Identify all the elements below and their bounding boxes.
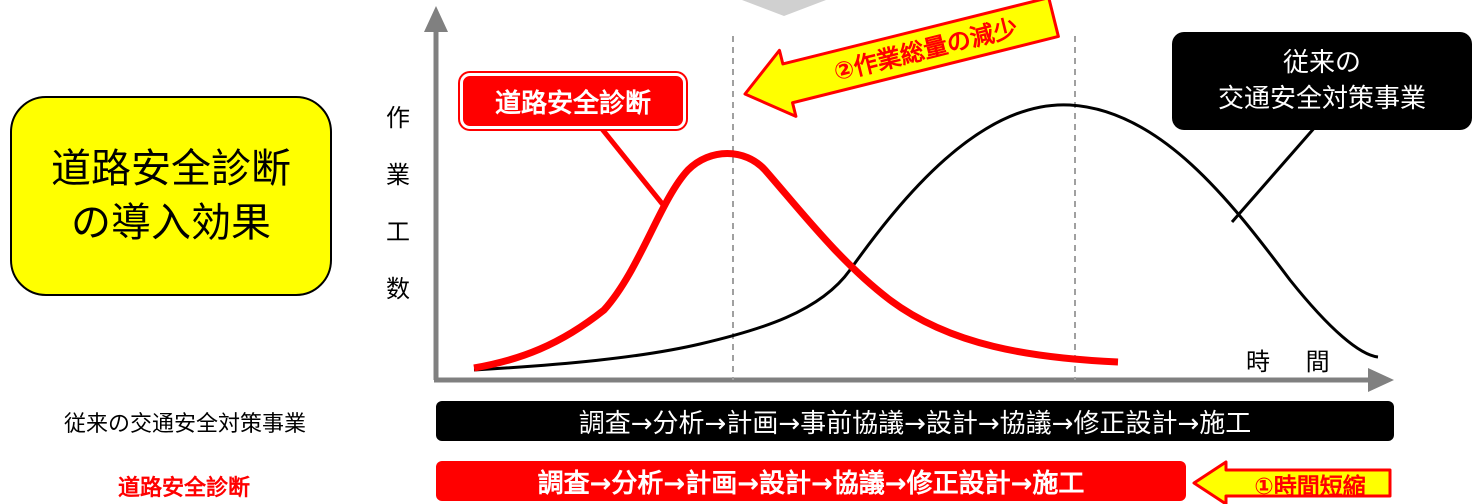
y-axis-label-char: 工 [386,218,410,246]
top-arrow-tip [742,0,826,16]
rsa-process-bar: 調査→分析→計画→設計→協議→修正設計→施工 [436,461,1186,501]
conventional-callout-line-2: 交通安全対策事業 [1217,84,1426,114]
x-axis-arrowhead [1368,368,1394,392]
title-line-1: 道路安全診断 [51,146,291,192]
y-axis-label-char: 作 [386,104,410,132]
y-axis-arrowhead [424,6,448,32]
rsa-callout-leader [596,122,666,208]
title-box: 道路安全診断 の導入効果 [10,96,332,296]
y-axis-label-char: 業 [386,161,410,189]
rsa-curve-callout: 道路安全診断 [460,73,686,129]
title-line-2: の導入効果 [71,200,271,246]
conventional-callout-leader [1230,125,1318,223]
x-axis-label: 時 間 [1246,348,1344,376]
conventional-process-label: 従来の交通安全対策事業 [64,412,307,437]
time-shortening-arrow: ①時間短縮 [1192,460,1392,504]
reduction-arrow: ②作業総量の減少 [743,0,1060,118]
conventional-process-bar: 調査→分析→計画→事前協議→設計→協議→修正設計→施工 [436,401,1394,441]
rsa-curve [473,150,1119,372]
time-shortening-text: ①時間短縮 [1254,473,1365,500]
conventional-curve [473,103,1379,372]
rsa-process-label: 道路安全診断 [118,476,251,501]
y-axis-label-char: 数 [386,275,410,303]
y-axis-label: 作 業 工 数 [378,98,418,326]
conventional-curve-callout: 従来の 交通安全対策事業 [1172,32,1472,130]
conventional-callout-line-1: 従来の [1282,48,1361,78]
